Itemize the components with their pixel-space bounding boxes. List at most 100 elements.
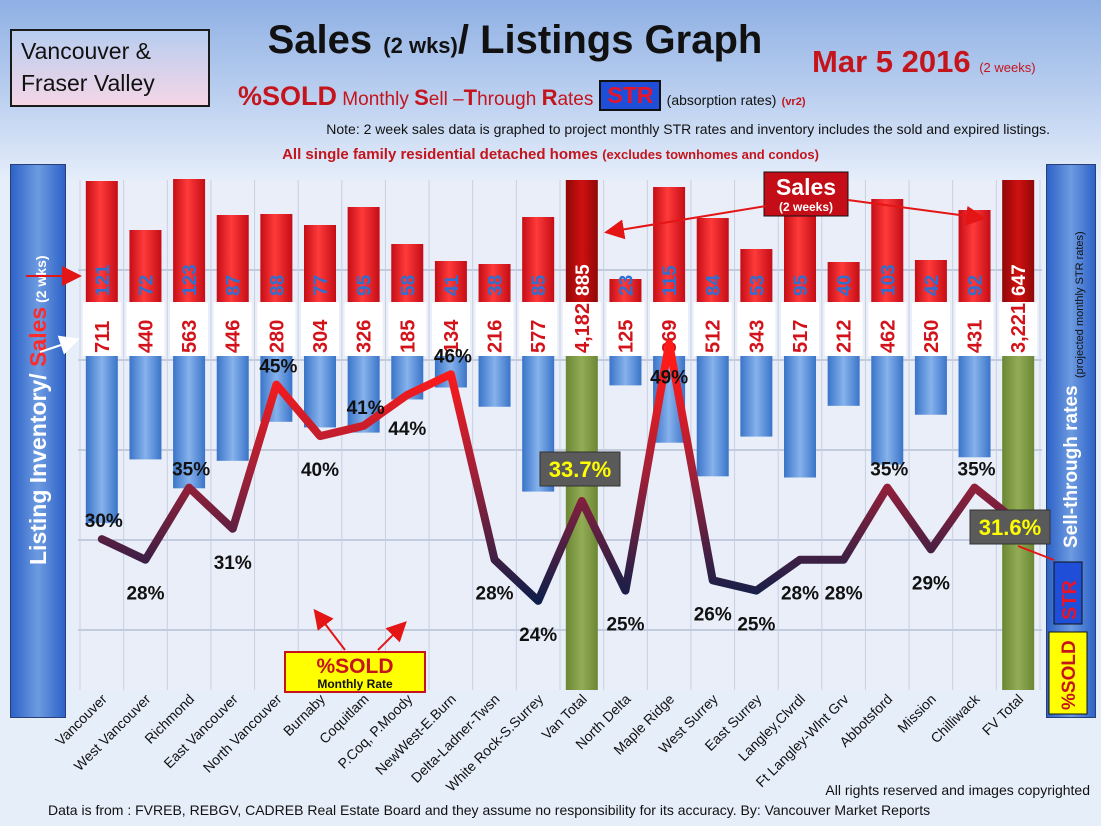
subtitle-sold: %SOLD bbox=[238, 81, 338, 111]
sales-bar bbox=[216, 215, 249, 302]
right-sold-badge-text: %SOLD bbox=[1059, 640, 1080, 710]
inventory-bar bbox=[958, 356, 991, 458]
x-tick-label: P.Coq, P.Moody bbox=[335, 691, 416, 772]
sales-bar bbox=[173, 179, 206, 302]
subtitle-ell: ell – bbox=[428, 89, 464, 110]
sales-callout-sub: (2 weeks) bbox=[779, 200, 833, 214]
inventory-label-cell bbox=[693, 302, 732, 356]
sales-callout-box bbox=[763, 171, 849, 217]
sales-bar bbox=[609, 279, 642, 302]
inventory-label-cell bbox=[213, 302, 252, 356]
left-label-listing: Listing Inventory bbox=[25, 380, 51, 566]
sales-bar bbox=[914, 260, 947, 302]
sold-rate-label: 26% bbox=[694, 604, 732, 625]
inventory-label-cell bbox=[126, 302, 165, 356]
inventory-bar bbox=[914, 356, 947, 415]
left-axis-panel bbox=[10, 164, 66, 718]
inventory-bar bbox=[696, 356, 729, 477]
fv-total-rate: 31.6% bbox=[979, 515, 1041, 540]
inventory-value-label: 304 bbox=[310, 319, 332, 353]
sales-bar bbox=[260, 214, 293, 302]
inventory-label-cell bbox=[257, 302, 296, 356]
x-tick-label: West Vancouver bbox=[71, 691, 154, 774]
x-tick-label: FV Total bbox=[979, 691, 1026, 738]
subtitle-monthly: Monthly bbox=[337, 89, 415, 110]
sales-bar bbox=[740, 249, 773, 302]
inventory-label-cell bbox=[868, 302, 907, 356]
inventory-label-cell bbox=[824, 302, 863, 356]
source-text: Data is from : FVREB, REBGV, CADREB Real… bbox=[48, 802, 931, 818]
right-axis-note: (projected monthly STR rates) bbox=[1074, 231, 1086, 378]
str-badge: STR bbox=[599, 80, 662, 111]
inventory-label-cell bbox=[170, 302, 209, 356]
inventory-value-label: 280 bbox=[266, 320, 288, 353]
inventory-bar bbox=[478, 356, 511, 407]
homes-note-main: All single family residential detached h… bbox=[282, 146, 599, 163]
x-tick-label: Chilliwack bbox=[927, 690, 983, 746]
sold-rate-label: 49% bbox=[650, 367, 688, 388]
bars-layer bbox=[82, 179, 1038, 690]
sales-bar bbox=[522, 217, 555, 302]
sold-rate-label: 46% bbox=[434, 346, 472, 367]
sales-value-label: 84 bbox=[704, 274, 725, 296]
sold-rate-label: 45% bbox=[259, 357, 297, 378]
inventory-label-cell bbox=[911, 302, 950, 356]
region-line-1: Vancouver & bbox=[21, 38, 151, 64]
inventory-label-cell bbox=[388, 302, 427, 356]
van-total-rate-box bbox=[539, 451, 621, 487]
x-tick-label: North Vancouver bbox=[200, 691, 285, 776]
inventory-value-label: 343 bbox=[746, 320, 768, 353]
sales-bar bbox=[871, 199, 904, 302]
sold-rate-label: 29% bbox=[912, 573, 950, 594]
inventory-value-label: 134 bbox=[441, 319, 463, 353]
absorption-label: (absorption rates) bbox=[666, 92, 777, 108]
x-tick-label: NewWest-E.Burn bbox=[372, 691, 459, 778]
subtitle-r: R bbox=[541, 85, 558, 110]
sales-value-label: 103 bbox=[878, 264, 899, 296]
sold-callout-arrow-2 bbox=[377, 621, 407, 651]
subtitle-s: S bbox=[414, 85, 429, 110]
sales-callout-title: Sales bbox=[776, 174, 836, 200]
inventory-value-label: 711 bbox=[92, 321, 114, 353]
sales-callout-arrow-left bbox=[604, 205, 767, 240]
sold-rate-label: 44% bbox=[388, 419, 426, 440]
inventory-value-label: 185 bbox=[397, 320, 419, 353]
inventory-label-cell bbox=[955, 302, 994, 356]
sold-rate-label: 24% bbox=[519, 625, 557, 646]
right-axis-label: Sell-through rates bbox=[1061, 385, 1082, 548]
sold-rate-label: 35% bbox=[958, 460, 996, 481]
title-small: (2 wks) bbox=[383, 33, 458, 58]
inventory-label-cell bbox=[999, 302, 1038, 356]
sales-value-label: 23 bbox=[616, 275, 637, 296]
inventory-bar bbox=[173, 356, 206, 489]
sold-rate-label: 28% bbox=[126, 584, 164, 605]
inventory-label-cell bbox=[301, 302, 339, 356]
sales-value-label: 41 bbox=[442, 274, 463, 296]
right-sold-badge bbox=[1048, 631, 1088, 715]
sales-bar bbox=[129, 230, 162, 302]
inventory-bar bbox=[129, 356, 162, 460]
inventory-label-cell bbox=[562, 302, 601, 356]
sold-callout-sub: Monthly Rate bbox=[317, 677, 393, 691]
inventory-bar bbox=[871, 356, 904, 465]
sales-bar bbox=[478, 264, 511, 302]
right-axis-panel bbox=[1046, 164, 1096, 718]
right-str-badge-text: STR bbox=[1059, 579, 1081, 620]
sold-rate-label: 40% bbox=[301, 460, 339, 481]
inventory-value-label: 517 bbox=[790, 320, 812, 353]
sold-labels-layer: 30%28%35%31%45%40%41%44%46%28%24% 25%49%2… bbox=[85, 346, 996, 646]
inventory-value-label: 431 bbox=[965, 320, 987, 353]
sales-bar bbox=[85, 181, 118, 302]
inventory-bar bbox=[609, 356, 642, 386]
sold-rate-label: 25% bbox=[606, 615, 644, 636]
sales-value-label: 885 bbox=[573, 264, 594, 296]
inventory-bar bbox=[304, 356, 336, 428]
sales-bar bbox=[391, 244, 424, 302]
sales-value-label: 121 bbox=[93, 264, 114, 296]
inventory-bar bbox=[827, 356, 860, 406]
sold-callout-title: %SOLD bbox=[316, 655, 393, 678]
inventory-value-label: 212 bbox=[834, 320, 856, 353]
sales-value-label: 647 bbox=[1009, 264, 1030, 296]
sales-value-label: 115 bbox=[660, 265, 681, 296]
